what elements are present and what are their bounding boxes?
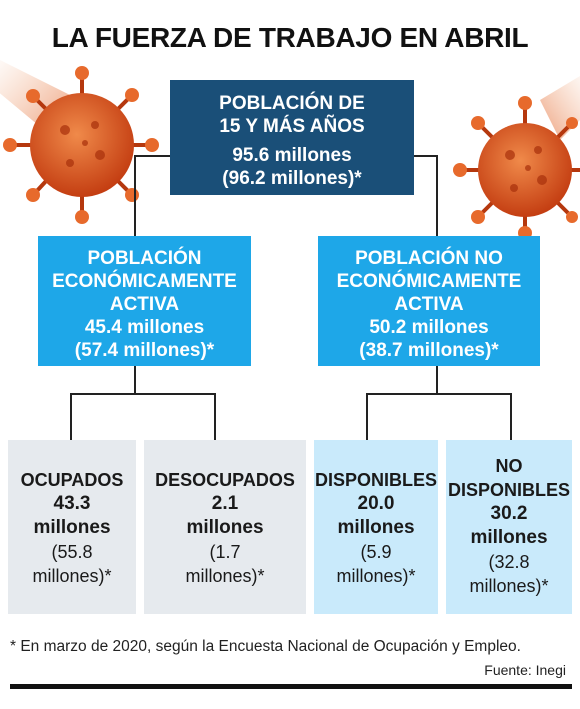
root-line2: 15 Y MÁS AÑOS xyxy=(219,116,365,137)
inactive-line1: POBLACIÓN NO xyxy=(355,248,503,269)
leaf-no-disponibles: NO DISPONIBLES 30.2 millones (32.8 millo… xyxy=(446,440,572,614)
active-line2: ECONÓMICAMENTE xyxy=(52,271,237,292)
leaf-label: DISPONIBLES xyxy=(314,470,438,490)
leaf-prev-unit: millones)* xyxy=(336,566,416,586)
footnote: * En marzo de 2020, según la Encuesta Na… xyxy=(10,638,521,655)
leaf-prev: (55.8 xyxy=(51,542,93,562)
leaf-prev-unit: millones)* xyxy=(32,566,112,586)
leaf-prev: (5.9 xyxy=(360,542,392,562)
connector-leaf2 xyxy=(214,393,216,440)
inactive-box: POBLACIÓN NO ECONÓMICAMENTE ACTIVA 50.2 … xyxy=(318,236,540,366)
root-prev: (96.2 millones)* xyxy=(222,168,362,189)
leaf-label: NO xyxy=(495,456,523,476)
leaf-ocupados: OCUPADOS 43.3 millones (55.8 millones)* xyxy=(8,440,136,614)
leaf-disponibles: DISPONIBLES 20.0 millones (5.9 millones)… xyxy=(314,440,438,614)
connector-leaf1 xyxy=(70,393,72,440)
inactive-prev: (38.7 millones)* xyxy=(359,340,499,361)
inactive-line2: ECONÓMICAMENTE xyxy=(336,271,522,292)
active-prev: (57.4 millones)* xyxy=(74,340,215,361)
root-box: POBLACIÓN DE 15 Y MÁS AÑOS 95.6 millones… xyxy=(170,80,414,195)
leaf-unit: millones xyxy=(470,527,548,548)
connector-inactive-down xyxy=(436,366,438,394)
virus-icon-left xyxy=(0,60,159,224)
leaf-unit: millones xyxy=(33,517,111,538)
inactive-value: 50.2 millones xyxy=(369,317,489,338)
leaf-unit: millones xyxy=(186,517,264,538)
leaf-prev: (32.8 xyxy=(488,552,530,572)
leaf-value: 43.3 xyxy=(53,493,91,514)
leaf-desocupados: DESOCUPADOS 2.1 millones (1.7 millones)* xyxy=(144,440,306,614)
connector-root-right xyxy=(436,155,438,236)
leaf-prev: (1.7 xyxy=(209,542,241,562)
root-value: 95.6 millones xyxy=(232,145,352,166)
leaf-value: 20.0 xyxy=(357,493,395,514)
root-line1: POBLACIÓN DE xyxy=(219,93,365,114)
page-title: LA FUERZA DE TRABAJO EN ABRIL xyxy=(51,22,529,53)
leaf-unit: millones xyxy=(337,517,415,538)
active-value: 45.4 millones xyxy=(84,317,205,338)
leaf-label: OCUPADOS xyxy=(20,470,124,490)
leaf-value: 30.2 xyxy=(490,503,528,524)
source-credit: Fuente: Inegi xyxy=(484,662,566,678)
connector-active-down xyxy=(134,366,136,394)
virus-icon-right xyxy=(453,76,580,240)
leaf-label: DESOCUPADOS xyxy=(155,470,295,490)
connector-leaf3 xyxy=(366,393,368,440)
leaf-value: 2.1 xyxy=(211,493,239,514)
inactive-line3: ACTIVA xyxy=(394,294,464,315)
leaf-prev-unit: millones)* xyxy=(469,576,549,596)
active-line3: ACTIVA xyxy=(109,294,180,315)
connector-root-left xyxy=(134,155,136,236)
connector-active-h xyxy=(70,393,216,395)
active-box: POBLACIÓN ECONÓMICAMENTE ACTIVA 45.4 mil… xyxy=(38,236,251,366)
active-line1: POBLACIÓN xyxy=(87,248,202,269)
leaf-prev-unit: millones)* xyxy=(185,566,265,586)
leaf-label-2: DISPONIBLES xyxy=(447,480,571,500)
bottom-rule xyxy=(10,684,572,689)
connector-inactive-h xyxy=(366,393,512,395)
connector-leaf4 xyxy=(510,393,512,440)
